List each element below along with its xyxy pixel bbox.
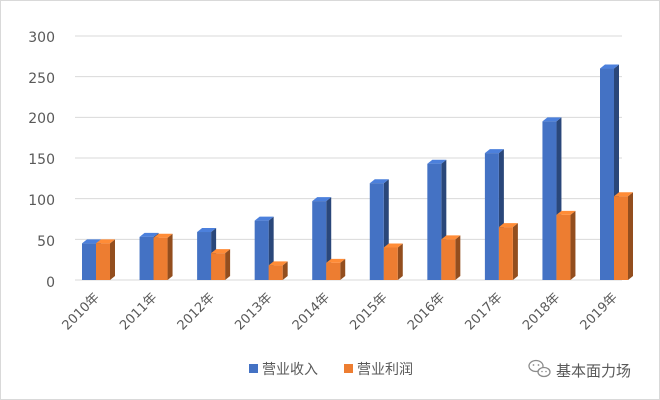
x-tick-label: 2016年 [405, 290, 448, 333]
bar-front [268, 265, 283, 280]
y-tick-50: 50 [37, 234, 55, 250]
bar-top [139, 232, 159, 237]
bar-top [369, 179, 389, 184]
bar-top [484, 149, 504, 154]
bar-profit-2017年 [498, 223, 518, 280]
bar-front [600, 68, 614, 281]
x-tick-label: 2013年 [232, 290, 275, 333]
bar-front [197, 232, 212, 280]
x-tick-label: 2010年 [60, 290, 103, 333]
bar-front [484, 153, 499, 280]
bar-top [326, 258, 346, 263]
bar-front [556, 214, 571, 280]
bar-top [441, 235, 461, 240]
legend-swatch-revenue [249, 364, 258, 373]
bar-profit-2010年 [96, 239, 115, 280]
bar-side [570, 210, 576, 280]
bar-side [512, 223, 518, 280]
bar-front [312, 201, 327, 280]
y-tick-100: 100 [28, 193, 55, 209]
bar-front [82, 243, 96, 280]
bar-profit-2018年 [556, 210, 576, 280]
y-axis: 300 250 200 150 100 50 0 [28, 30, 55, 291]
x-tick-label: 2014年 [290, 290, 333, 333]
bars [82, 64, 633, 281]
bar-revenue-2019年 [600, 64, 619, 281]
bar-revenue-2014年 [312, 197, 332, 280]
y-tick-0: 0 [46, 275, 55, 291]
bar-side [110, 239, 115, 280]
bar-side [340, 258, 346, 280]
bar-front [441, 239, 456, 280]
legend-label-profit: 营业利润 [357, 362, 413, 378]
legend-swatch-profit [344, 364, 353, 373]
bar-front [542, 121, 557, 281]
bar-top [268, 261, 288, 266]
bar-side [167, 233, 173, 280]
x-tick-label: 2019年 [578, 290, 621, 333]
bar-profit-2013年 [268, 261, 288, 280]
bar-profit-2016年 [441, 235, 461, 280]
y-tick-250: 250 [28, 71, 55, 87]
x-tick-label: 2011年 [117, 290, 160, 333]
bar-top [254, 216, 274, 221]
bar-top [383, 243, 403, 248]
bar-side [397, 243, 403, 280]
watermark: 基本面力场 [528, 359, 631, 380]
x-tick-label: 2017年 [463, 290, 506, 333]
y-tick-150: 150 [28, 152, 55, 168]
bar-profit-2014年 [326, 258, 346, 280]
watermark-text: 基本面力场 [556, 362, 631, 380]
bar-top [542, 117, 562, 122]
x-tick-label: 2018年 [520, 290, 563, 333]
bar-front [96, 243, 110, 280]
legend: 营业收入 营业利润 [249, 362, 413, 378]
legend-label-revenue: 营业收入 [262, 362, 318, 378]
bar-side [628, 192, 633, 280]
bar-profit-2011年 [153, 233, 173, 280]
bar-front [153, 237, 168, 280]
bar-top [197, 228, 217, 233]
bar-side [225, 249, 231, 280]
y-tick-300: 300 [28, 30, 55, 46]
bar-side [282, 261, 288, 280]
bar-side [455, 235, 461, 280]
bar-top [614, 192, 633, 197]
bar-side [326, 197, 332, 280]
bar-top [600, 64, 619, 69]
bar-top [211, 249, 231, 254]
bar-front [383, 247, 398, 280]
wechat-icon [528, 359, 551, 378]
bar-front [254, 220, 269, 280]
bar-top [427, 159, 447, 164]
bar-top [312, 197, 332, 202]
bar-top [82, 239, 101, 244]
bar-front [614, 196, 628, 280]
bar-front [139, 236, 154, 280]
bar-front [369, 183, 384, 280]
bar-front [211, 253, 226, 280]
bar-front [498, 227, 513, 280]
x-tick-label: 2015年 [347, 290, 390, 333]
x-tick-label: 2012年 [175, 290, 218, 333]
bar-top [556, 210, 576, 215]
bar-top [498, 223, 518, 228]
bar-profit-2019年 [614, 192, 633, 280]
bar-profit-2012年 [211, 249, 231, 280]
bar-profit-2015年 [383, 243, 403, 280]
bar-front [326, 262, 341, 280]
y-tick-200: 200 [28, 111, 55, 127]
x-axis: 2010年 2011年 2012年 2013年 2014年 2015年 2016年 2017年… [60, 290, 621, 333]
bar-front [427, 163, 442, 280]
bar-top [153, 233, 173, 238]
bar-top [96, 239, 115, 244]
